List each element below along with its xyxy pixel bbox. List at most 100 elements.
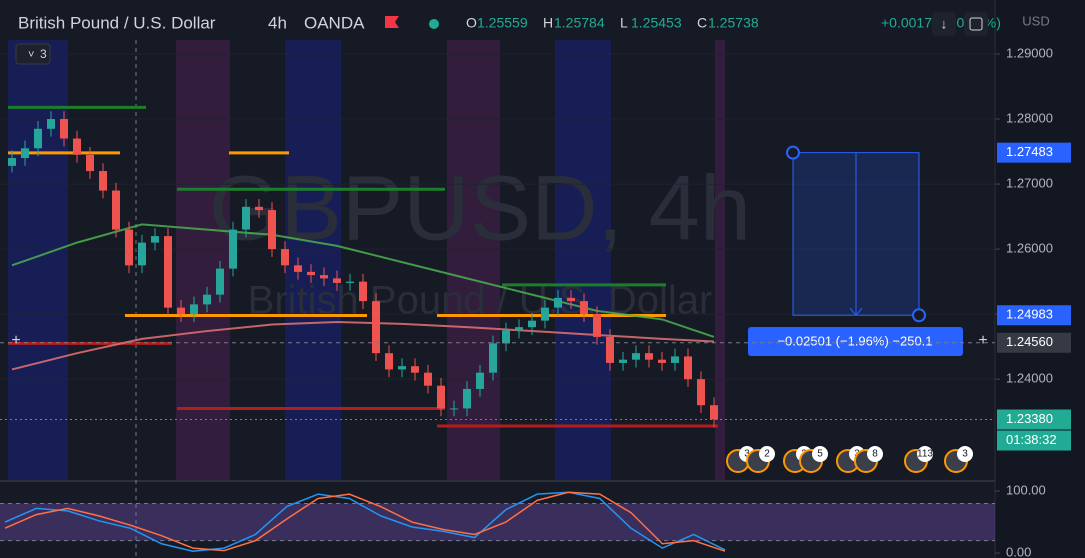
candle-body <box>21 148 29 159</box>
collapse-count: 3 <box>40 47 47 61</box>
candle-body <box>320 275 328 279</box>
candle-body <box>203 294 211 305</box>
price-label-box <box>997 409 1071 430</box>
measure-label-box <box>748 327 963 356</box>
flag[interactable] <box>385 16 399 28</box>
band <box>447 40 500 480</box>
candle-body <box>138 242 146 266</box>
moving-average <box>11 223 715 338</box>
ohlc-value: 1.25738 <box>708 15 759 31</box>
session-bands <box>8 40 725 480</box>
ohlc-letter: C <box>697 15 707 31</box>
candle-body <box>268 210 276 250</box>
candle-body <box>645 353 653 360</box>
candle-body <box>125 229 133 266</box>
band <box>176 40 230 480</box>
candle-body <box>86 154 94 172</box>
band <box>8 40 68 480</box>
price-axis <box>995 0 1085 558</box>
candle-body <box>60 119 68 139</box>
price-label-box <box>997 305 1071 326</box>
y-tick-label: 1.27000 <box>1006 176 1053 191</box>
ohlc-value: 1.25784 <box>554 15 605 31</box>
candle-body <box>710 405 718 420</box>
price-label: 1.23380 <box>1006 411 1053 426</box>
icon <box>969 17 983 31</box>
candle-body <box>47 119 55 129</box>
y-tick-label: 0.00 <box>1006 544 1031 558</box>
candle-body <box>346 281 354 283</box>
collapse-button[interactable] <box>15 43 51 65</box>
watermark-title: GBPUSD, 4h <box>209 157 751 259</box>
countdown-box <box>997 430 1071 451</box>
ohlc-letter: O <box>466 15 477 31</box>
candle-body <box>177 307 185 315</box>
candle-body <box>398 366 406 370</box>
badge-count: 3 <box>744 449 750 460</box>
y-tick-label: 1.28000 <box>1006 110 1053 125</box>
band <box>555 40 611 480</box>
band <box>715 40 725 480</box>
candle-body <box>515 327 523 331</box>
candle-body <box>164 236 172 308</box>
candle-body <box>697 379 705 406</box>
candle-body <box>242 206 250 230</box>
candle-body <box>437 385 445 409</box>
fullscreen-button[interactable] <box>964 12 988 36</box>
band <box>285 40 341 480</box>
candle-body <box>606 336 614 363</box>
candle-body <box>190 304 198 315</box>
ohlc-letter: H <box>543 15 553 31</box>
candle-body <box>632 353 640 360</box>
price-label: 1.24983 <box>1006 307 1053 322</box>
measure-arrowhead <box>849 307 863 317</box>
badge-count: 5 <box>817 449 823 460</box>
ohlc-value: 1.25559 <box>477 15 528 31</box>
candle-body <box>281 249 289 266</box>
candle-body <box>216 268 224 295</box>
candle-body <box>359 281 367 302</box>
count-badge <box>867 446 883 462</box>
measure-label: −0.02501 (−1.96%) −250.1 <box>777 333 932 348</box>
count-badge <box>812 446 828 462</box>
oscillator-line <box>4 491 726 552</box>
badge-count: 3 <box>962 449 968 460</box>
status-dot <box>429 19 439 29</box>
plus-icon[interactable]: + <box>11 332 20 349</box>
price-label: 1.27483 <box>1006 144 1053 159</box>
candle-body <box>229 229 237 269</box>
candle-body <box>580 301 588 315</box>
candle-body <box>489 343 497 373</box>
oscillator-line <box>4 491 726 552</box>
candle-body <box>502 330 510 344</box>
plus-icon[interactable]: + <box>978 332 987 349</box>
candle-body <box>541 307 549 321</box>
band-fill <box>0 503 995 541</box>
candle-body <box>294 265 302 272</box>
price-label-box <box>997 142 1071 163</box>
candle-body <box>476 372 484 389</box>
price-label: 1.24560 <box>1006 334 1053 349</box>
candle-body <box>151 236 159 243</box>
handle <box>912 308 926 323</box>
candle-body <box>619 359 627 363</box>
handle <box>786 145 800 160</box>
badge-count: 8 <box>872 449 878 460</box>
candle-body <box>528 320 536 328</box>
moving-average <box>11 320 715 371</box>
candle-body <box>333 278 341 283</box>
candle-body <box>554 297 562 308</box>
candle-body <box>424 372 432 386</box>
ohlc-value: 1.25453 <box>631 15 682 31</box>
download-button[interactable] <box>932 12 956 36</box>
icon: ˅ <box>28 49 34 61</box>
count-badge <box>917 446 933 462</box>
candle-body <box>34 128 42 149</box>
candle-body <box>593 314 601 337</box>
badge-count: 113 <box>917 449 933 460</box>
symbol: British Pound / U.S. Dollar <box>18 13 216 32</box>
candle-body <box>8 158 16 166</box>
ohlc-letter: L <box>620 15 628 31</box>
